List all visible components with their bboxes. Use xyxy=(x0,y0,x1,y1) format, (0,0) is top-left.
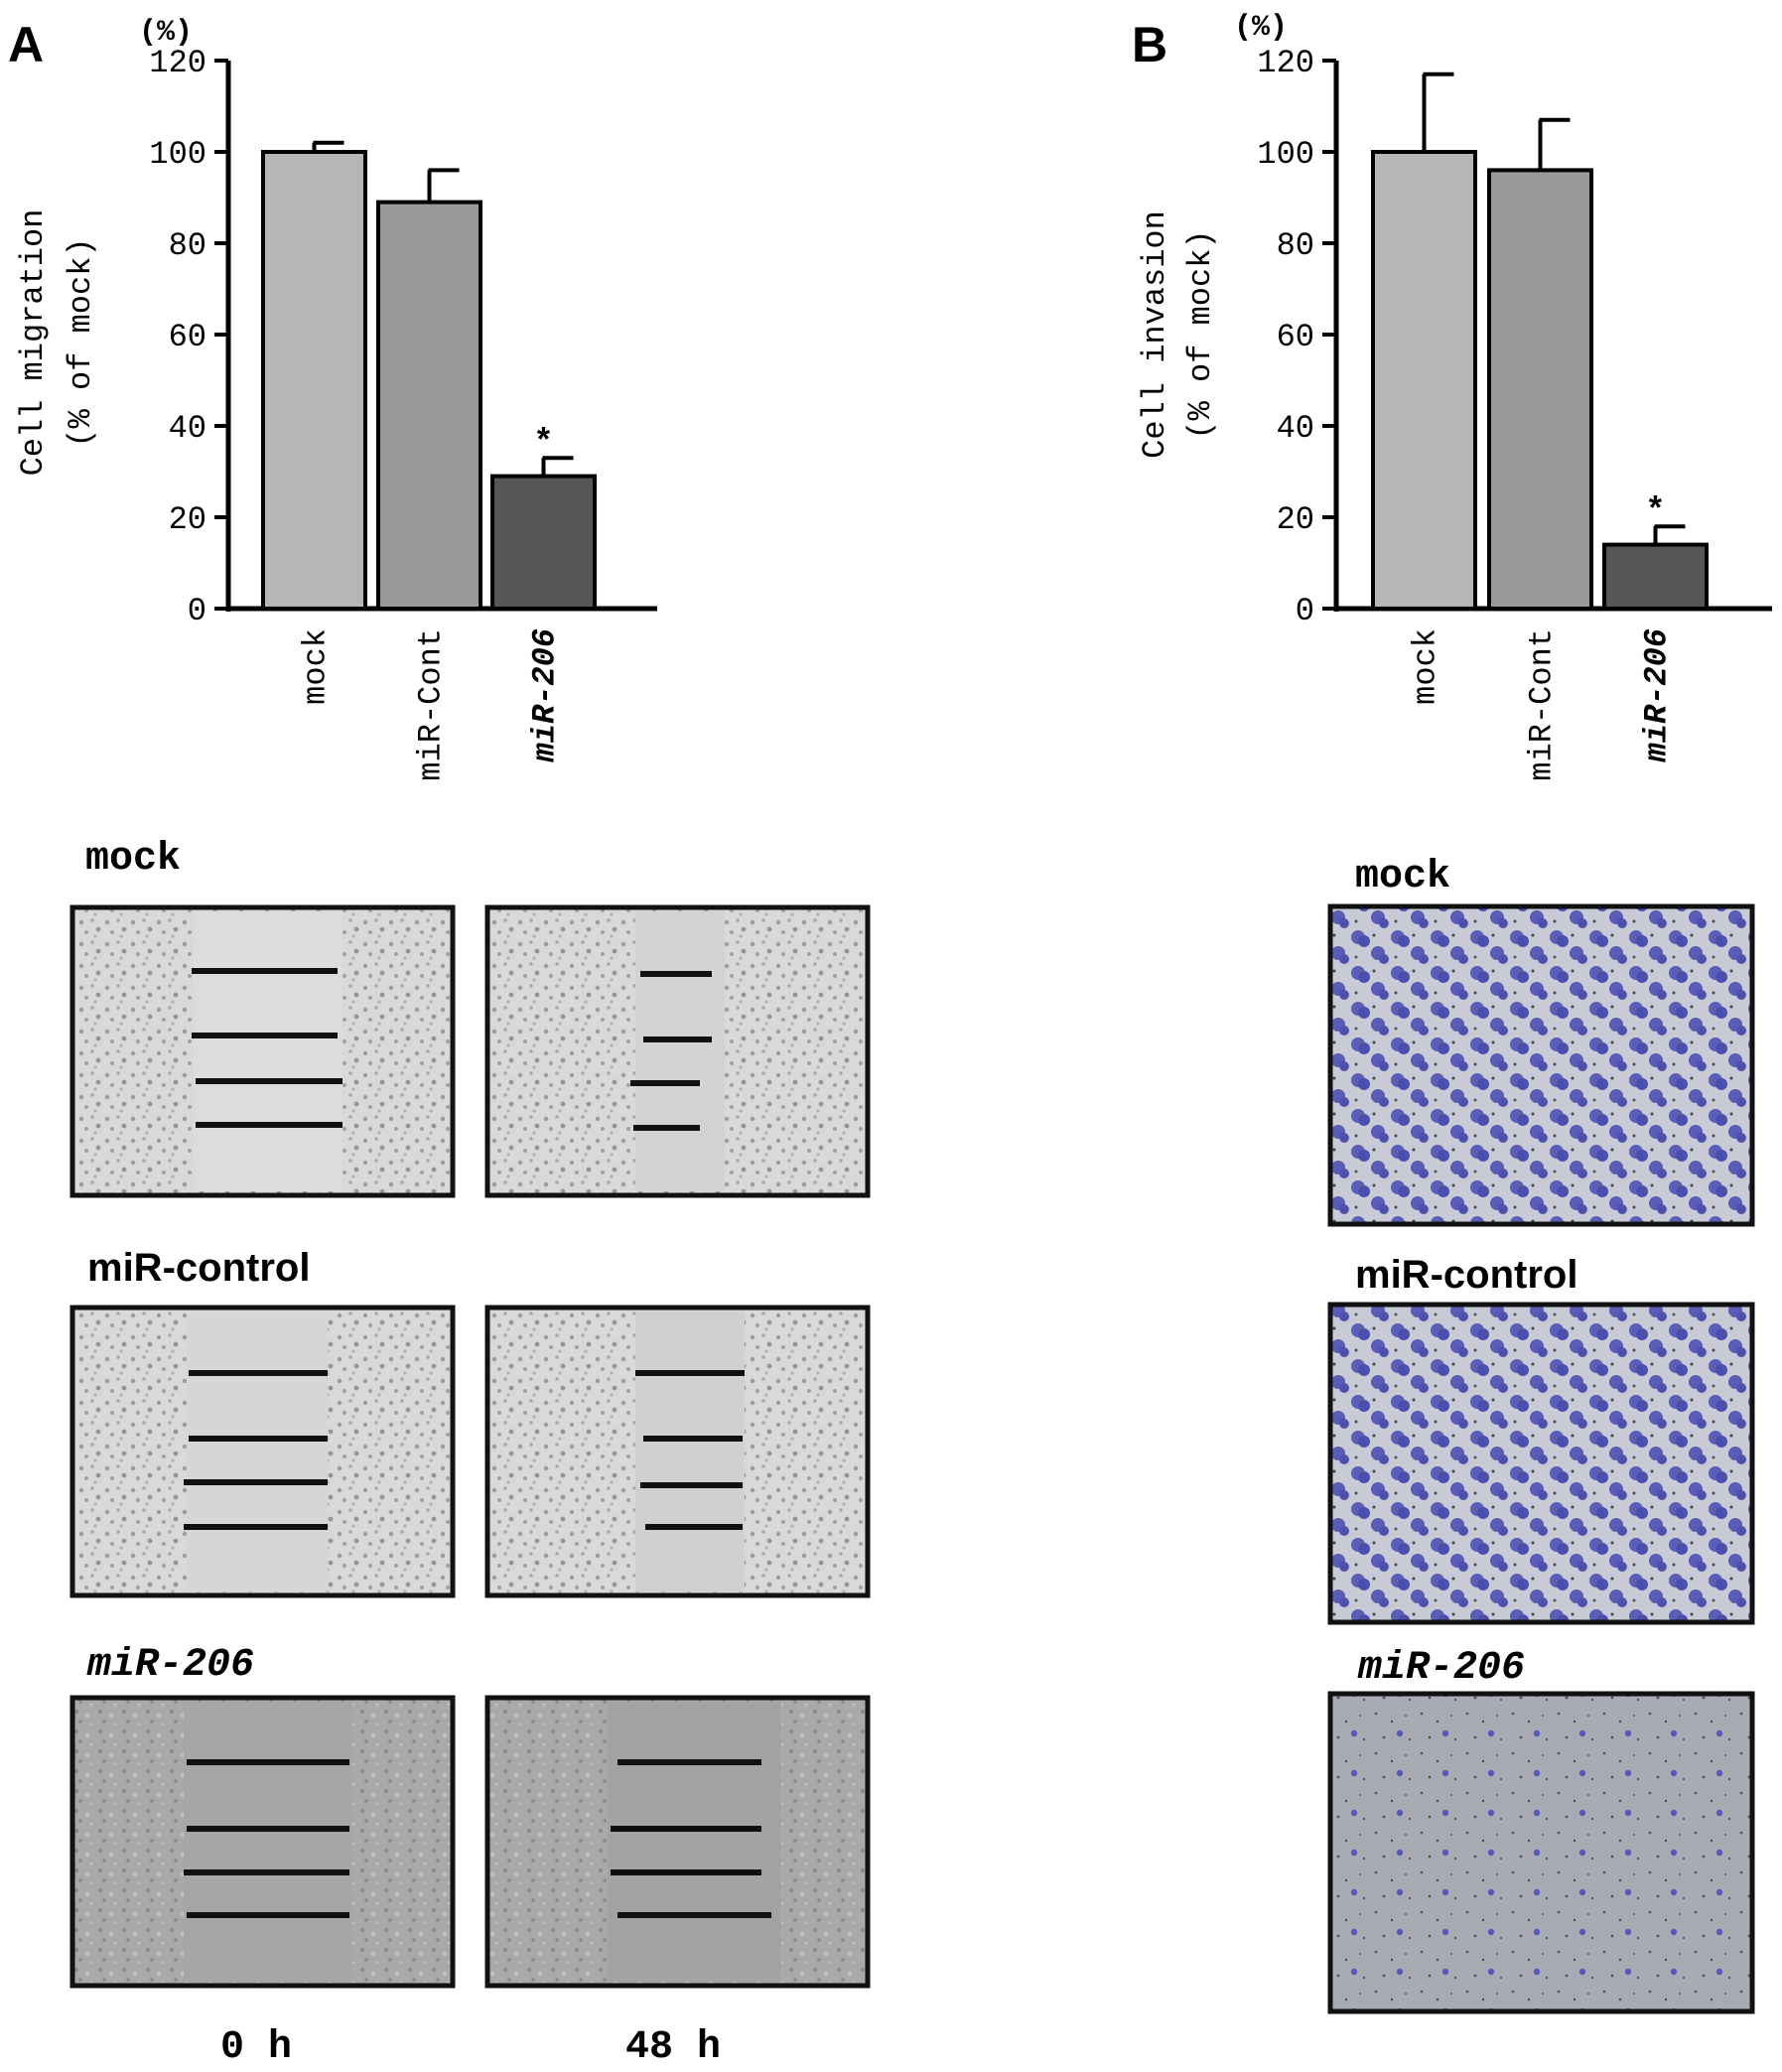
x-tick-label: miR-Cont xyxy=(1524,628,1561,781)
chart-unit-label: (%) xyxy=(139,16,193,50)
micrograph-mir-control-0h xyxy=(69,1305,456,1598)
x-tick-label-group: miR-206 xyxy=(1639,628,1676,762)
row-label-mir-control: miR-control xyxy=(1355,1253,1577,1297)
column-label-0h: 0 h xyxy=(220,2025,292,2070)
x-tick-label-group: mock xyxy=(1408,628,1444,705)
bar xyxy=(376,200,482,611)
migration-micrographs: mock miR-control miR-206 xyxy=(69,837,871,2070)
y-tick-label: 40 xyxy=(1277,410,1314,447)
row-label-mock: mock xyxy=(85,837,181,882)
chart-invasion: (%) Cell invasion (% of mock) 0 20 40 60 80 1… xyxy=(1137,11,1772,781)
chart-axes: 0 20 40 60 80 100 120 mock miR-Cont miR-206 xyxy=(1257,45,1772,781)
row-label-mir-206: miR-206 xyxy=(1357,1646,1525,1691)
bar xyxy=(1487,168,1593,611)
chart-unit-label: (%) xyxy=(1234,11,1288,45)
y-tick-label: 80 xyxy=(1277,227,1314,264)
y-tick-label: 20 xyxy=(1277,501,1314,538)
y-tick-label: 80 xyxy=(169,227,206,264)
micrograph-invasion-mir-control xyxy=(1327,1302,1755,1625)
chart-bars: * xyxy=(1371,71,1709,611)
x-tick-label-group: miR-206 xyxy=(527,628,564,762)
invasion-micrographs: mock miR-control miR-206 xyxy=(1327,855,1755,2014)
y-axis-title: Cell invasion xyxy=(1137,210,1173,459)
x-tick-label: miR-206 xyxy=(1639,628,1676,762)
panel-label-b: B xyxy=(1132,17,1167,72)
x-tick-label: miR-Cont xyxy=(413,628,450,781)
bar xyxy=(261,150,367,611)
x-tick-label-group: miR-Cont xyxy=(413,628,450,781)
x-tick-label: miR-206 xyxy=(527,628,564,762)
micrograph-mir-206-0h xyxy=(69,1695,456,1989)
y-tick-label: 100 xyxy=(1257,136,1314,173)
x-tick-label: mock xyxy=(298,628,335,705)
y-tick-label: 120 xyxy=(1257,45,1314,81)
micrograph-invasion-mir-206 xyxy=(1327,1691,1755,2014)
micrograph-mock-0h xyxy=(69,904,456,1198)
row-label-mir-control: miR-control xyxy=(87,1246,310,1290)
micrograph-mir-control-48h xyxy=(484,1305,871,1598)
x-tick-label-group: mock xyxy=(298,628,335,705)
x-tick-label: mock xyxy=(1408,628,1444,705)
y-tick-label: 60 xyxy=(169,319,206,355)
micrograph-invasion-mock xyxy=(1327,903,1755,1227)
y-tick-label: 20 xyxy=(169,501,206,538)
bar xyxy=(490,474,597,611)
chart-bars: * xyxy=(261,140,597,611)
x-tick-label-group: miR-Cont xyxy=(1524,628,1561,781)
bar xyxy=(1371,150,1477,611)
micrograph-mir-206-48h xyxy=(484,1695,871,1989)
significance-marker: * xyxy=(533,425,553,463)
y-tick-label: 0 xyxy=(188,593,206,629)
bar xyxy=(1602,542,1709,611)
chart-migration: (%) Cell migration (% of mock) 0 20 40 60 80… xyxy=(15,16,657,781)
panel-label-a: A xyxy=(8,17,44,72)
significance-marker: * xyxy=(1645,493,1665,531)
y-axis-title-unit: (% of mock) xyxy=(1182,229,1219,439)
y-axis-title: Cell migration xyxy=(15,209,52,477)
y-tick-label: 100 xyxy=(149,136,206,173)
y-tick-label: 0 xyxy=(1296,593,1314,629)
row-label-mir-206: miR-206 xyxy=(86,1643,254,1688)
y-tick-label: 40 xyxy=(169,410,206,447)
column-label-48h: 48 h xyxy=(625,2025,721,2070)
y-axis-title-unit: (% of mock) xyxy=(63,237,99,447)
y-tick-label: 60 xyxy=(1277,319,1314,355)
row-label-mock: mock xyxy=(1355,855,1450,899)
y-tick-label: 120 xyxy=(149,45,206,81)
micrograph-mock-48h xyxy=(484,904,871,1198)
